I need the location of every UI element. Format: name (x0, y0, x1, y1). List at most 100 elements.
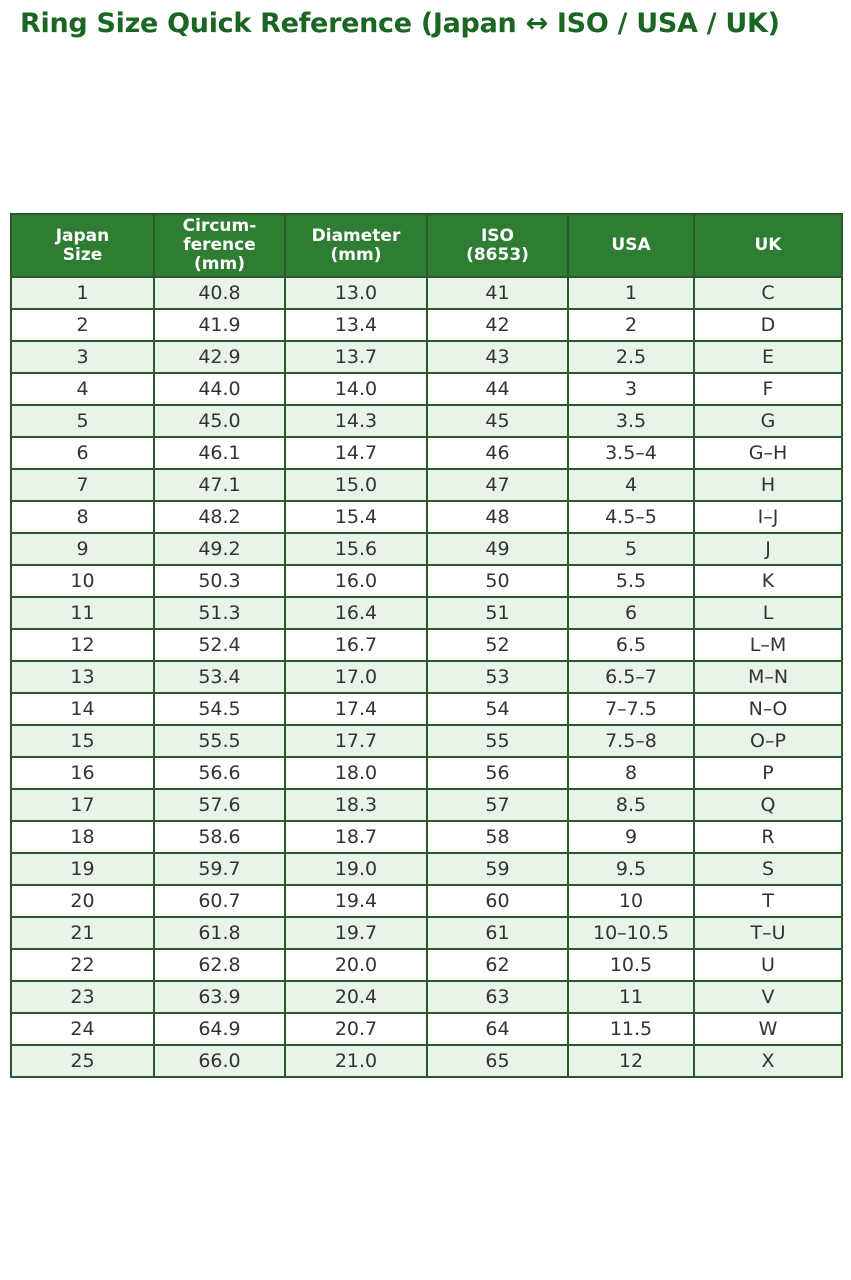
table-cell-col2: 16.7 (284, 628, 428, 663)
table-cell-col4: 5 (567, 532, 695, 567)
table-row: 22 62.8 20.0 62 10.5 U (10, 948, 843, 983)
table-row: 19 59.7 19.0 59 9.5 S (10, 852, 843, 887)
table-cell-col4: 8 (567, 756, 695, 791)
table-cell-col3: 47 (426, 468, 569, 503)
table-cell-col0: 24 (10, 1012, 155, 1047)
table-cell-col5: R (693, 820, 843, 855)
table-cell-col4: 6.5 (567, 628, 695, 663)
table-cell-col0: 3 (10, 340, 155, 375)
table-row: 13 53.4 17.0 53 6.5–7 M–N (10, 660, 843, 695)
table-cell-col1: 49.2 (153, 532, 286, 567)
table-cell-col1: 41.9 (153, 308, 286, 343)
table-cell-col2: 16.4 (284, 596, 428, 631)
table-cell-col3: 64 (426, 1012, 569, 1047)
table-row: 10 50.3 16.0 50 5.5 K (10, 564, 843, 599)
table-cell-col0: 20 (10, 884, 155, 919)
header-cell-col1: Circum- ference (mm) (153, 212, 286, 279)
table-cell-col2: 19.7 (284, 916, 428, 951)
table-cell-col4: 12 (567, 1044, 695, 1079)
table-cell-col5: C (693, 276, 843, 311)
table-cell-col0: 22 (10, 948, 155, 983)
table-cell-col2: 13.0 (284, 276, 428, 311)
table-cell-col3: 50 (426, 564, 569, 599)
table-cell-col2: 14.0 (284, 372, 428, 407)
table-cell-col1: 59.7 (153, 852, 286, 887)
table-cell-col1: 53.4 (153, 660, 286, 695)
table-cell-col4: 9 (567, 820, 695, 855)
table-row: 7 47.1 15.0 47 4 H (10, 468, 843, 503)
table-row: 2 41.9 13.4 42 2 D (10, 308, 843, 343)
table-cell-col5: T–U (693, 916, 843, 951)
table-cell-col5: H (693, 468, 843, 503)
table-cell-col1: 58.6 (153, 820, 286, 855)
table-cell-col0: 18 (10, 820, 155, 855)
table-cell-col5: S (693, 852, 843, 887)
table-cell-col3: 51 (426, 596, 569, 631)
table-cell-col0: 25 (10, 1044, 155, 1079)
table-row: 12 52.4 16.7 52 6.5 L–M (10, 628, 843, 663)
table-cell-col1: 62.8 (153, 948, 286, 983)
table-cell-col1: 50.3 (153, 564, 286, 599)
table-cell-col4: 5.5 (567, 564, 695, 599)
table-cell-col3: 41 (426, 276, 569, 311)
header-cell-col4: USA (567, 212, 695, 279)
table-cell-col2: 21.0 (284, 1044, 428, 1079)
table-cell-col0: 14 (10, 692, 155, 727)
table-cell-col2: 20.4 (284, 980, 428, 1015)
table-cell-col1: 45.0 (153, 404, 286, 439)
table-cell-col1: 47.1 (153, 468, 286, 503)
table-row: 24 64.9 20.7 64 11.5 W (10, 1012, 843, 1047)
table-cell-col2: 17.0 (284, 660, 428, 695)
table-row: 3 42.9 13.7 43 2.5 E (10, 340, 843, 375)
table-cell-col3: 60 (426, 884, 569, 919)
table-header-row: Japan Size Circum- ference (mm) Diameter (… (10, 212, 843, 279)
table-cell-col0: 8 (10, 500, 155, 535)
table-cell-col3: 57 (426, 788, 569, 823)
table-cell-col0: 6 (10, 436, 155, 471)
header-cell-col0: Japan Size (10, 212, 155, 279)
table-cell-col3: 44 (426, 372, 569, 407)
table-cell-col3: 61 (426, 916, 569, 951)
table-cell-col2: 18.0 (284, 756, 428, 791)
table-cell-col5: G (693, 404, 843, 439)
table-cell-col1: 52.4 (153, 628, 286, 663)
table-row: 4 44.0 14.0 44 3 F (10, 372, 843, 407)
table-cell-col4: 10.5 (567, 948, 695, 983)
table-cell-col0: 11 (10, 596, 155, 631)
table-row: 20 60.7 19.4 60 10 T (10, 884, 843, 919)
table-cell-col2: 19.4 (284, 884, 428, 919)
table-cell-col2: 15.0 (284, 468, 428, 503)
table-row: 15 55.5 17.7 55 7.5–8 O–P (10, 724, 843, 759)
table-cell-col1: 51.3 (153, 596, 286, 631)
table-cell-col4: 1 (567, 276, 695, 311)
table-cell-col0: 9 (10, 532, 155, 567)
table-cell-col4: 10–10.5 (567, 916, 695, 951)
table-row: 21 61.8 19.7 61 10–10.5 T–U (10, 916, 843, 951)
header-cell-col2: Diameter (mm) (284, 212, 428, 279)
table-cell-col3: 52 (426, 628, 569, 663)
page-title: Ring Size Quick Reference (Japan ↔ ISO /… (20, 8, 780, 39)
table-cell-col2: 13.4 (284, 308, 428, 343)
table-cell-col1: 48.2 (153, 500, 286, 535)
table-cell-col1: 64.9 (153, 1012, 286, 1047)
table-cell-col2: 19.0 (284, 852, 428, 887)
table-row: 14 54.5 17.4 54 7–7.5 N–O (10, 692, 843, 727)
table-cell-col1: 46.1 (153, 436, 286, 471)
table-cell-col4: 10 (567, 884, 695, 919)
table-cell-col1: 40.8 (153, 276, 286, 311)
table-cell-col2: 15.4 (284, 500, 428, 535)
table-cell-col0: 23 (10, 980, 155, 1015)
table-cell-col0: 19 (10, 852, 155, 887)
table-cell-col1: 60.7 (153, 884, 286, 919)
table-cell-col2: 14.7 (284, 436, 428, 471)
table-row: 11 51.3 16.4 51 6 L (10, 596, 843, 631)
table-cell-col3: 63 (426, 980, 569, 1015)
table-cell-col4: 4 (567, 468, 695, 503)
table-cell-col4: 11 (567, 980, 695, 1015)
table-cell-col3: 56 (426, 756, 569, 791)
ring-size-table: Japan Size Circum- ference (mm) Diameter (… (10, 212, 843, 1079)
header-cell-col5: UK (693, 212, 843, 279)
table-cell-col2: 14.3 (284, 404, 428, 439)
table-row: 23 63.9 20.4 63 11 V (10, 980, 843, 1015)
table-cell-col5: I–J (693, 500, 843, 535)
